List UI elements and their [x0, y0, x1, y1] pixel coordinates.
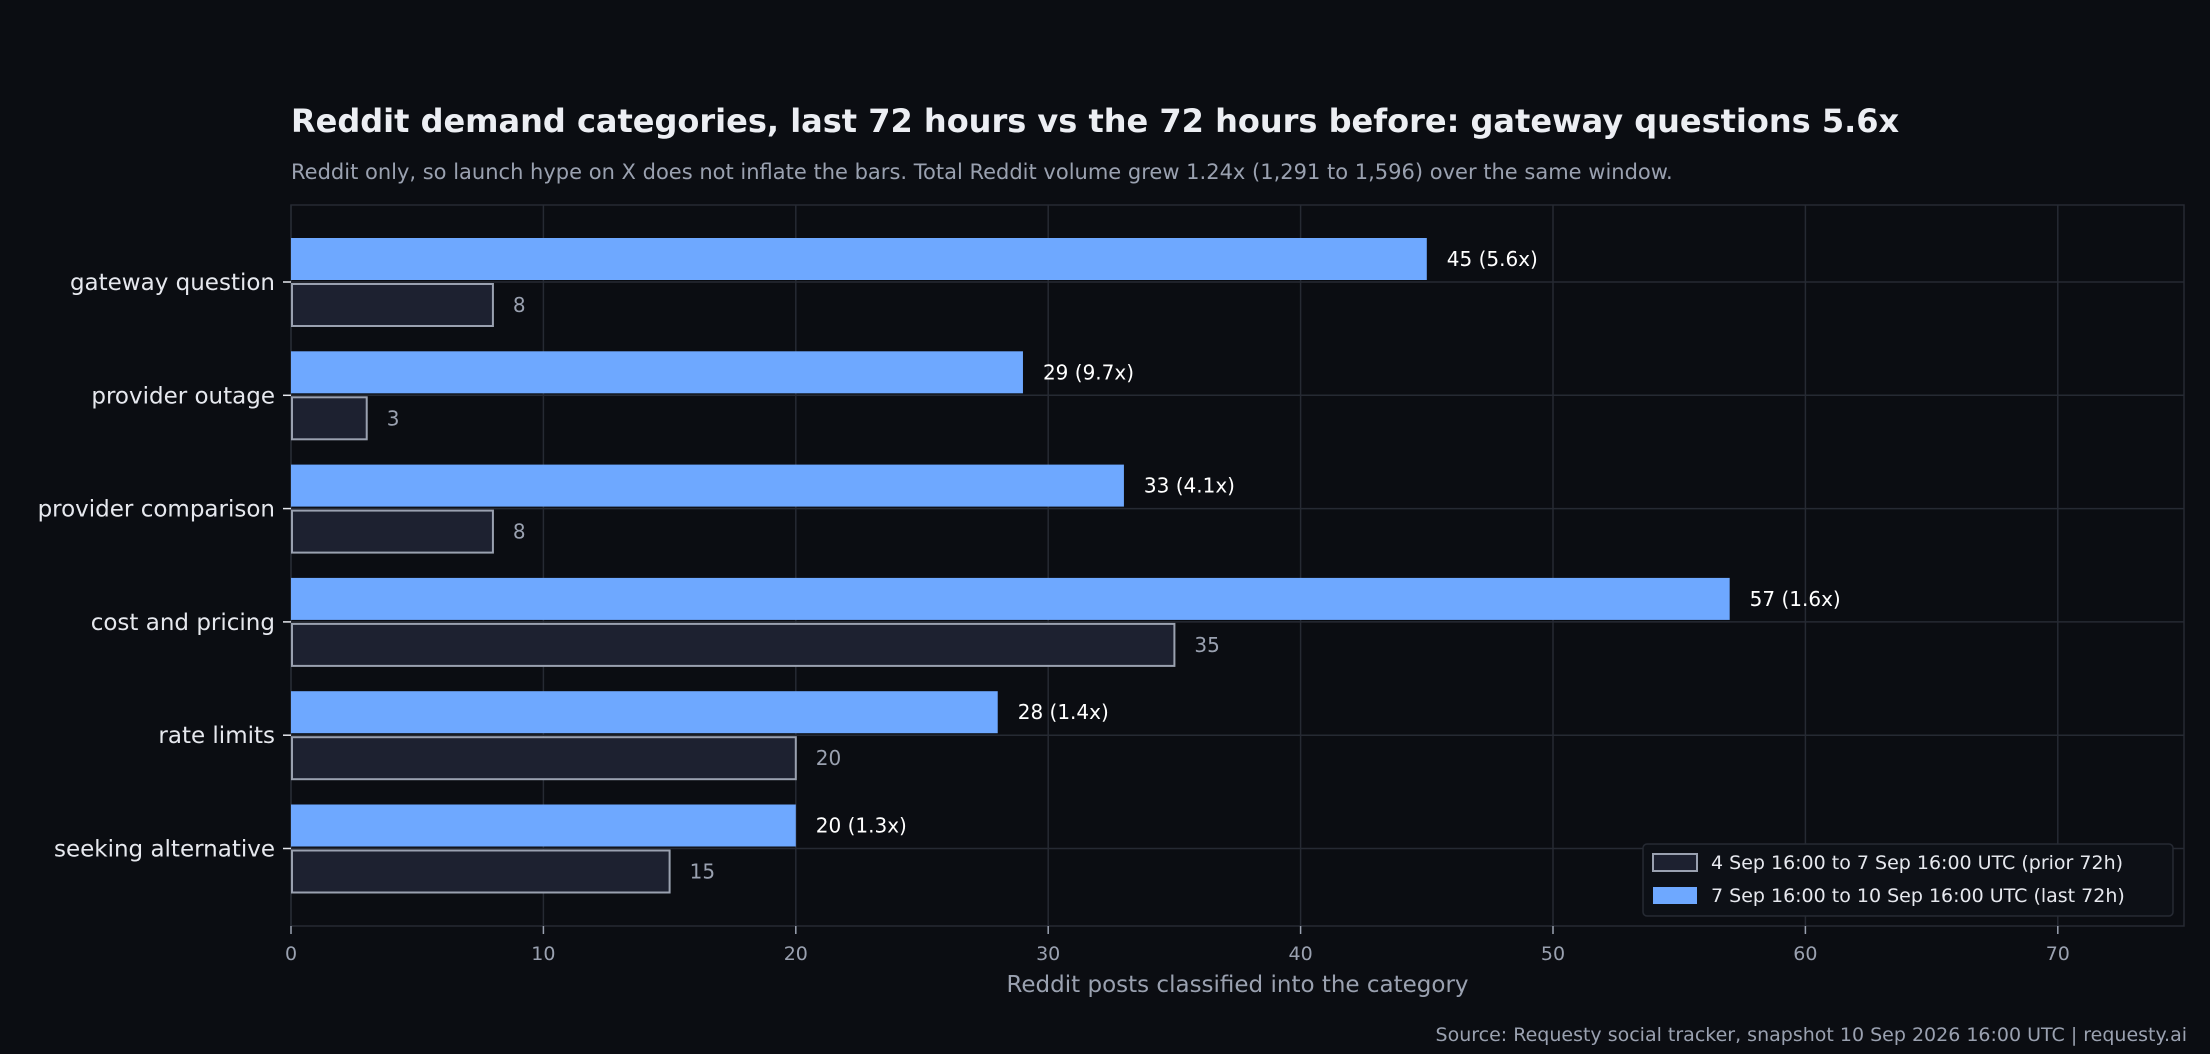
bar-label-last-72h: 28 (1.4x)	[1018, 700, 1109, 724]
source-note: Source: Requesty social tracker, snapsho…	[1435, 1024, 2187, 1046]
bar-label-last-72h: 33 (4.1x)	[1144, 474, 1235, 498]
x-tick-label: 60	[1793, 943, 1817, 965]
bar-prior-72h	[291, 849, 671, 894]
bar-label-prior-72h: 35	[1194, 633, 1219, 657]
x-tick-label: 0	[285, 943, 297, 965]
bar-label-last-72h: 29 (9.7x)	[1043, 360, 1134, 384]
bar-last-72h	[291, 351, 1023, 394]
chart-subtitle: Reddit only, so launch hype on X does no…	[291, 160, 1673, 184]
x-tick-label: 30	[1036, 943, 1060, 965]
bar-last-72h	[291, 691, 998, 734]
bar-last-72h	[291, 464, 1124, 507]
bar-label-last-72h: 45 (5.6x)	[1447, 247, 1538, 271]
bar-prior-72h	[291, 283, 494, 327]
bar-last-72h	[291, 804, 796, 847]
bar-label-prior-72h: 20	[816, 746, 841, 770]
x-tick-label: 70	[2046, 943, 2070, 965]
x-tick-label: 10	[531, 943, 555, 965]
x-tick-label: 50	[1541, 943, 1565, 965]
bar-last-72h	[291, 577, 1730, 620]
x-axis-label: Reddit posts classified into the categor…	[1006, 972, 1468, 998]
category-label: rate limits	[158, 723, 275, 749]
legend-swatch-last-72h	[1653, 887, 1697, 904]
legend-swatch-prior-72h	[1652, 853, 1698, 872]
legend-box	[1642, 843, 2174, 917]
chart-title: Reddit demand categories, last 72 hours …	[291, 102, 1900, 140]
bar-label-last-72h: 57 (1.6x)	[1750, 587, 1841, 611]
category-label: cost and pricing	[91, 610, 275, 636]
category-label: provider outage	[91, 383, 275, 409]
x-tick-label: 40	[1289, 943, 1313, 965]
bar-last-72h	[291, 238, 1427, 280]
bar-label-prior-72h: 8	[513, 520, 526, 544]
x-tick-label: 20	[784, 943, 808, 965]
bar-label-last-72h: 20 (1.3x)	[816, 814, 907, 838]
bar-label-prior-72h: 15	[690, 860, 715, 884]
bar-prior-72h	[291, 622, 1176, 667]
bar-prior-72h	[291, 736, 797, 781]
legend-label-last-72h: 7 Sep 16:00 to 10 Sep 16:00 UTC (last 72…	[1711, 885, 2125, 907]
bar-label-prior-72h: 3	[387, 406, 400, 430]
category-label: gateway question	[70, 270, 275, 296]
legend-label-prior-72h: 4 Sep 16:00 to 7 Sep 16:00 UTC (prior 72…	[1711, 852, 2123, 874]
bar-prior-72h	[291, 509, 494, 554]
category-label: seeking alternative	[54, 837, 275, 863]
bar-prior-72h	[291, 396, 368, 441]
bar-label-prior-72h: 8	[513, 293, 526, 317]
category-label: provider comparison	[38, 497, 275, 523]
